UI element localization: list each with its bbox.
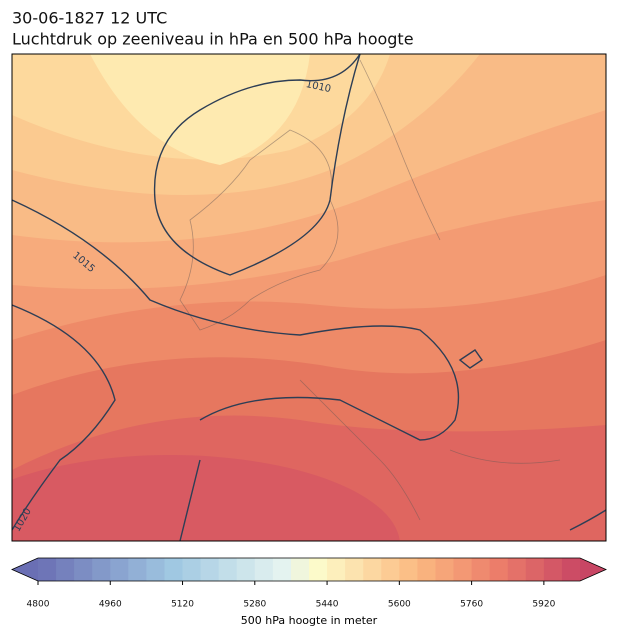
colorbar: 4800 4960 5120 5280 5440 5600 5760 5920	[11, 557, 607, 610]
colorbar-segment	[561, 558, 581, 581]
colorbar-segment	[164, 558, 184, 581]
colorbar-segment	[128, 558, 147, 581]
colorbar-extend-high	[580, 558, 606, 581]
colorbar-segment	[290, 558, 310, 581]
isobar-label: 1010	[305, 79, 332, 95]
colorbar-segment	[110, 558, 129, 581]
coastline	[299, 59, 561, 521]
colorbar-segment	[38, 558, 57, 581]
colorbar-tick-label: 5600	[388, 600, 411, 610]
colorbar-segment	[92, 558, 111, 581]
map-frame	[11, 53, 607, 542]
colorbar-segment	[146, 558, 165, 581]
colorbar-extend-low	[12, 558, 38, 581]
colorbar-tick-label: 4800	[27, 600, 50, 610]
colorbar-segment	[363, 558, 382, 581]
isobar	[153, 54, 361, 276]
isobar	[458, 349, 483, 369]
title-date: 30-06-1827 12 UTC	[12, 9, 167, 28]
colorbar-tick-label: 5920	[532, 600, 555, 610]
title-description: Luchtdruk op zeeniveau in hPa en 500 hPa…	[12, 30, 414, 49]
colorbar-tick-label: 5280	[243, 600, 266, 610]
colorbar-segment	[435, 558, 455, 581]
colorbar-segment	[200, 558, 220, 581]
colorbar-segment	[417, 558, 436, 581]
height-band	[12, 455, 400, 541]
isobar	[12, 304, 606, 541]
colorbar-segment	[327, 558, 346, 581]
colorbar-tick-label: 5120	[171, 600, 194, 610]
colorbar-label: 500 hPa hoogte in meter	[241, 614, 378, 627]
colorbar-segment	[507, 558, 527, 581]
colorbar-segment	[543, 558, 563, 581]
colorbar-segment	[74, 558, 93, 581]
map	[12, 54, 606, 541]
colorbar-segment	[471, 558, 491, 581]
isobar	[12, 199, 460, 441]
colorbar-segment	[272, 558, 292, 581]
colorbar-segment	[399, 558, 418, 581]
colorbar-tick-label: 4960	[99, 600, 122, 610]
colorbar-segment	[489, 558, 509, 581]
colorbar-segment	[236, 558, 256, 581]
colorbar-segment	[56, 558, 75, 581]
colorbar-segment	[381, 558, 400, 581]
colorbar-segment	[453, 558, 473, 581]
colorbar-tick-label: 5760	[460, 600, 483, 610]
colorbar-segment	[254, 558, 274, 581]
colorbar-segment	[309, 558, 328, 581]
colorbar-segment	[182, 558, 202, 581]
colorbar-tick-label: 5440	[316, 600, 339, 610]
colorbar-segment	[525, 558, 545, 581]
colorbar-segment	[345, 558, 364, 581]
colorbar-segment	[218, 558, 238, 581]
